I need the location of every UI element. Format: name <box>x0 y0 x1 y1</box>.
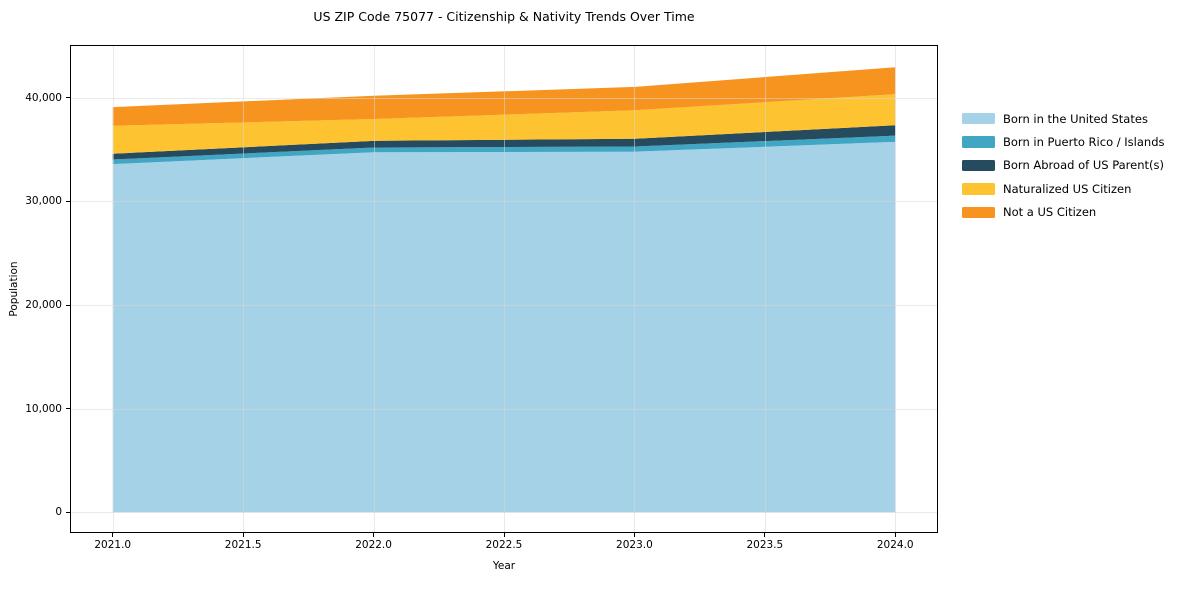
legend-item: Born Abroad of US Parent(s) <box>962 154 1165 177</box>
legend-swatch <box>962 136 995 148</box>
y-tick-label: 20,000 <box>25 299 62 312</box>
y-tick-label: 30,000 <box>25 195 62 208</box>
x-tick-label: 2023.5 <box>746 539 784 551</box>
legend-label: Born Abroad of US Parent(s) <box>1003 158 1164 173</box>
x-tick-mark <box>503 533 505 537</box>
legend-swatch <box>962 183 995 195</box>
x-tick-mark <box>894 533 896 537</box>
legend-swatch <box>962 159 995 172</box>
x-tick-mark <box>112 533 114 537</box>
legend-label: Born in the United States <box>1003 111 1148 126</box>
x-tick-mark <box>373 533 375 537</box>
x-tick-label: 2022.5 <box>485 539 523 551</box>
legend-label: Born in Puerto Rico / Islands <box>1003 135 1165 150</box>
legend: Born in the United States Born in Puerto … <box>962 107 1165 224</box>
legend-swatch <box>962 112 995 125</box>
x-tick-label: 2022.0 <box>355 539 392 551</box>
x-tick-label: 2024.0 <box>876 539 914 551</box>
x-tick-label: 2021.5 <box>224 539 262 551</box>
plot-area <box>70 45 938 533</box>
x-tick-label: 2021.0 <box>94 539 132 551</box>
legend-swatch <box>962 206 995 218</box>
chart-title: US ZIP Code 75077 - Citizenship & Nativi… <box>313 9 695 24</box>
x-tick-mark <box>764 533 766 537</box>
legend-label: Naturalized US Citizen <box>1003 181 1132 196</box>
y-tick-mark <box>66 97 70 99</box>
y-tick-mark <box>66 200 70 202</box>
x-tick-mark <box>242 533 244 537</box>
legend-item: Naturalized US Citizen <box>962 177 1165 200</box>
y-tick-label: 0 <box>55 506 62 519</box>
x-tick-label: 2023.0 <box>616 539 653 551</box>
y-tick-label: 40,000 <box>25 91 62 104</box>
y-tick-label: 10,000 <box>25 402 62 415</box>
legend-item: Not a US Citizen <box>962 201 1165 224</box>
legend-item: Born in Puerto Rico / Islands <box>962 130 1165 153</box>
x-axis-title: Year <box>492 560 516 572</box>
y-tick-mark <box>66 304 70 306</box>
y-axis-title: Population <box>8 261 20 317</box>
legend-item: Born in the United States <box>962 107 1165 130</box>
x-tick-mark <box>633 533 635 537</box>
legend-label: Not a US Citizen <box>1003 205 1097 220</box>
y-tick-mark <box>66 408 70 410</box>
stacked-area-plot <box>71 46 937 532</box>
y-tick-mark <box>66 511 70 513</box>
